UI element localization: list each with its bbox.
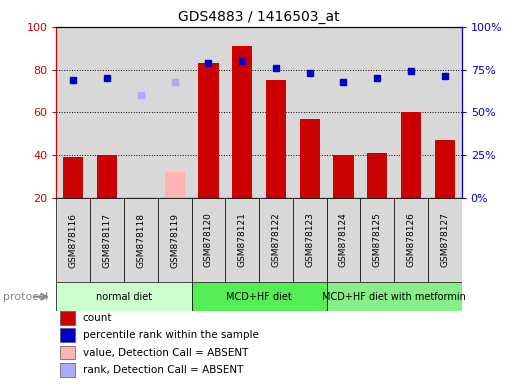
Bar	[61, 311, 75, 325]
Text: GSM878121: GSM878121	[238, 213, 247, 267]
Bar	[401, 112, 421, 198]
Text: GSM878117: GSM878117	[103, 212, 112, 268]
Bar	[191, 282, 327, 311]
Bar	[327, 198, 360, 282]
Bar	[435, 140, 455, 198]
Title: GDS4883 / 1416503_at: GDS4883 / 1416503_at	[178, 10, 340, 25]
Bar	[367, 153, 387, 198]
Text: GSM878124: GSM878124	[339, 213, 348, 267]
Text: GSM878123: GSM878123	[305, 213, 314, 267]
Bar	[61, 328, 75, 342]
Text: GSM878127: GSM878127	[440, 213, 449, 267]
Bar	[428, 198, 462, 282]
Bar	[61, 346, 75, 359]
Bar	[225, 198, 259, 282]
Bar	[327, 282, 462, 311]
Text: GSM878122: GSM878122	[271, 213, 281, 267]
Bar	[165, 172, 185, 198]
Text: value, Detection Call = ABSENT: value, Detection Call = ABSENT	[83, 348, 248, 358]
Bar	[259, 198, 293, 282]
Bar	[97, 155, 117, 198]
Bar	[360, 198, 394, 282]
Text: rank, Detection Call = ABSENT: rank, Detection Call = ABSENT	[83, 365, 243, 375]
Bar	[90, 198, 124, 282]
Text: MCD+HF diet: MCD+HF diet	[226, 291, 292, 302]
Bar	[56, 198, 90, 282]
Bar	[198, 63, 219, 198]
Bar	[124, 198, 158, 282]
Bar	[293, 198, 327, 282]
Text: GSM878118: GSM878118	[136, 212, 145, 268]
Bar	[157, 198, 191, 282]
Text: normal diet: normal diet	[96, 291, 152, 302]
Bar	[394, 198, 428, 282]
Bar	[266, 80, 286, 198]
Bar	[300, 119, 320, 198]
Bar	[232, 46, 252, 198]
Text: count: count	[83, 313, 112, 323]
Text: MCD+HF diet with metformin: MCD+HF diet with metformin	[322, 291, 466, 302]
Text: GSM878125: GSM878125	[373, 213, 382, 267]
Bar	[191, 198, 225, 282]
Bar	[63, 157, 84, 198]
Text: GSM878126: GSM878126	[406, 213, 416, 267]
Text: GSM878119: GSM878119	[170, 212, 179, 268]
Text: GSM878120: GSM878120	[204, 213, 213, 267]
Text: GSM878116: GSM878116	[69, 212, 78, 268]
Bar	[333, 155, 353, 198]
Bar	[56, 282, 191, 311]
Text: protocol: protocol	[3, 291, 48, 302]
Bar	[61, 363, 75, 377]
Text: percentile rank within the sample: percentile rank within the sample	[83, 330, 259, 340]
